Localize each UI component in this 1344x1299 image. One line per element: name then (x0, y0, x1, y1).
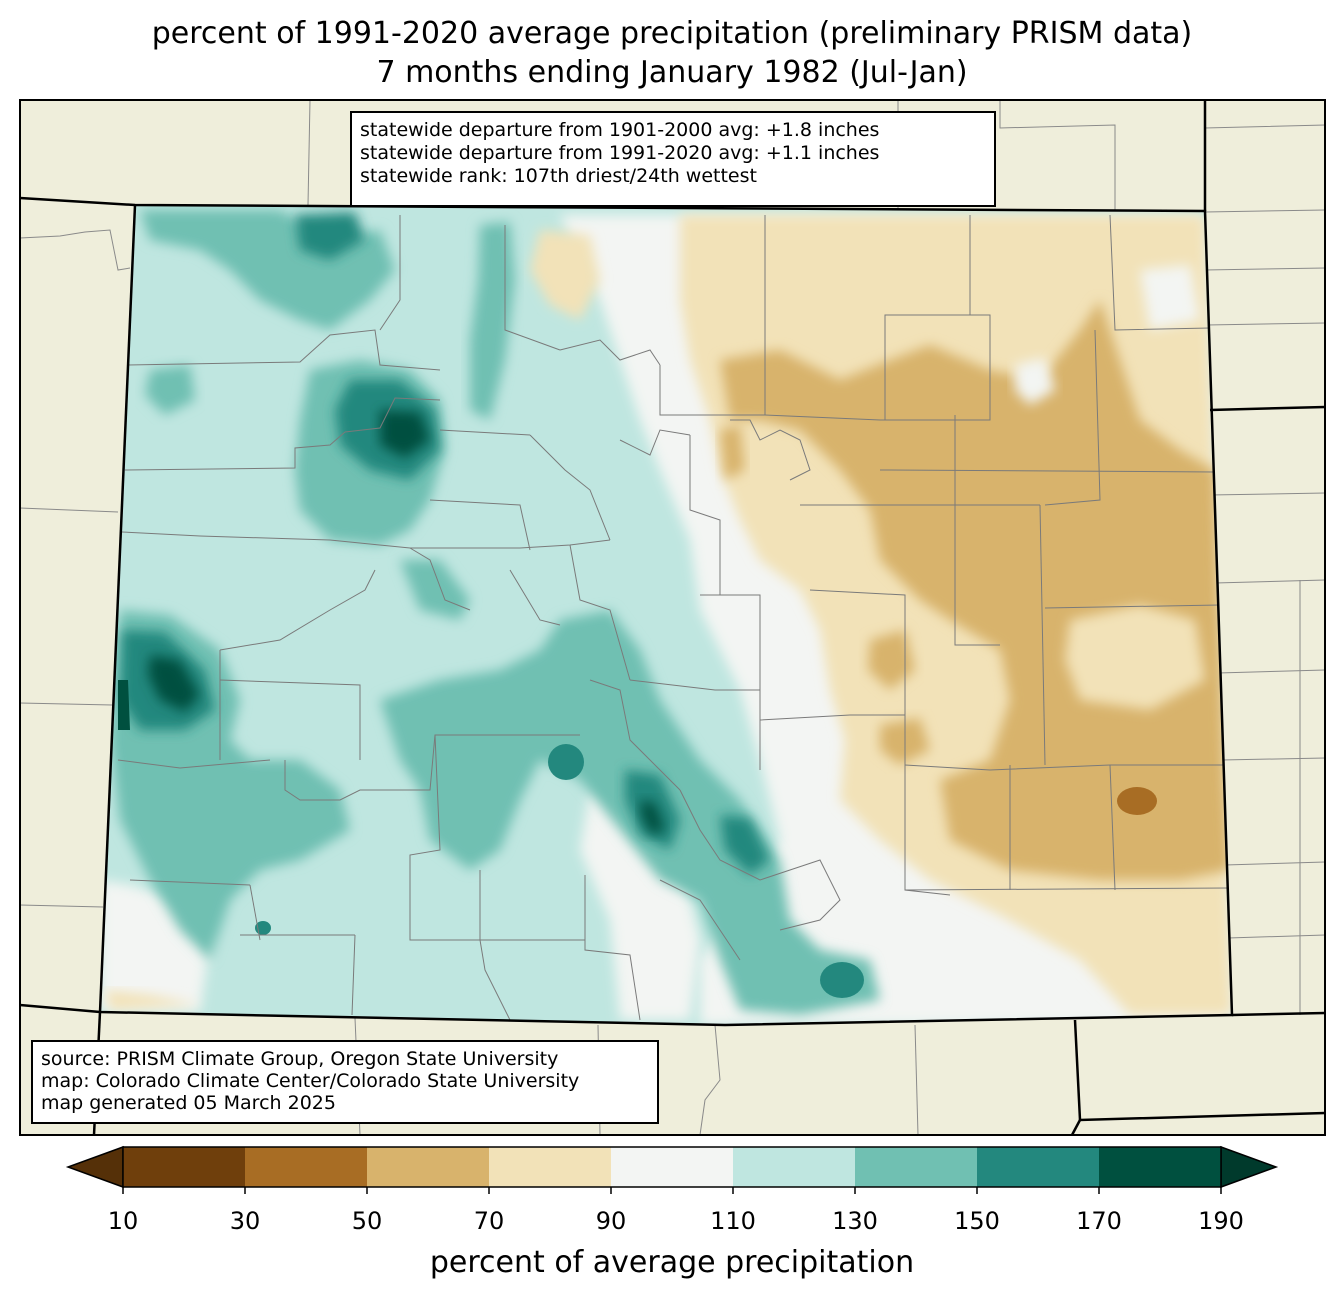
colorbar-tick-label: 150 (954, 1207, 1000, 1235)
precip-zone-70-90 (105, 990, 200, 1010)
generated-date-line: map generated 05 March 2025 (41, 1092, 336, 1114)
colorbar-tick-label: 170 (1076, 1207, 1122, 1235)
colorbar-segment (1099, 1147, 1221, 1187)
stat-departure-1991-2020: statewide departure from 1991-2020 avg: … (360, 142, 880, 164)
stat-departure-1901-2000: statewide departure from 1901-2000 avg: … (360, 119, 880, 141)
source-box: source: PRISM Climate Group, Oregon Stat… (31, 1040, 659, 1124)
colorbar-tick-label: 90 (596, 1207, 627, 1235)
colorbar-tick-label: 110 (710, 1207, 756, 1235)
precip-zone-150-170 (820, 962, 864, 998)
precip-zone-130-150 (380, 610, 880, 1015)
precip-zone-150-170 (548, 744, 584, 780)
colorbar-segment (733, 1147, 855, 1187)
precip-zone-30-50 (1117, 787, 1157, 815)
colorbar-segment (855, 1147, 977, 1187)
precip-zone-50-70 (720, 425, 745, 480)
precip-zone-170-190 (148, 655, 200, 712)
precip-zone-150-170 (295, 212, 365, 260)
colorbar-segment (489, 1147, 611, 1187)
precip-zone-170-190 (118, 680, 130, 730)
colorbar-segment (977, 1147, 1099, 1187)
map-title-line-1: percent of 1991-2020 average precipitati… (151, 16, 1193, 51)
state-borders (19, 100, 1326, 1136)
precip-zone-130-150 (470, 222, 515, 420)
colorbar-segment (367, 1147, 489, 1187)
precip-zone-150-170 (255, 921, 271, 935)
colorbar-title: percent of average precipitation (430, 1245, 914, 1280)
colorado-precip-field (100, 205, 1232, 1025)
precip-zone-90-110 (1140, 265, 1200, 330)
colorbar-tick-label: 190 (1198, 1207, 1244, 1235)
colorbar-tick-label: 130 (832, 1207, 878, 1235)
colorbar-over-extend (1220, 1145, 1279, 1189)
precip-zone-130-150 (400, 560, 470, 620)
precip-zone-50-70 (868, 630, 915, 690)
precip-zone-70-90 (1065, 605, 1205, 710)
colorbar: 10 30 50 70 90 110 130 150 170 190 percent of aver… (65, 1145, 1279, 1280)
colorbar-tick-label: 30 (230, 1207, 261, 1235)
precip-zone-130-150 (145, 365, 195, 415)
colorbar-tick-label: 50 (352, 1207, 383, 1235)
precip-zone-170-190 (640, 800, 665, 835)
map-credit-line: map: Colorado Climate Center/Colorado St… (41, 1070, 580, 1092)
map-frame (19, 99, 1326, 1136)
stat-rank: statewide rank: 107th driest/24th wettes… (360, 165, 757, 187)
county-lines (117, 214, 1231, 1021)
precip-zone-70-90 (530, 230, 600, 320)
precip-zone-90-110 (1015, 358, 1055, 405)
precip-zone-150-170 (720, 815, 770, 875)
statewide-stats-box: statewide departure from 1901-2000 avg: … (350, 111, 996, 207)
colorbar-outline (122, 1146, 1222, 1188)
colorbar-under-extend (65, 1145, 124, 1189)
map-title-line-2: 7 months ending January 1982 (Jul-Jan) (376, 55, 968, 90)
colorbar-tick-label: 70 (474, 1207, 505, 1235)
colorbar-segment (123, 1147, 245, 1187)
precip-zone-170-190 (380, 410, 430, 458)
colorbar-segment (611, 1147, 733, 1187)
colorbar-tick-label: 10 (108, 1207, 139, 1235)
colorbar-segment (245, 1147, 367, 1187)
source-line: source: PRISM Climate Group, Oregon Stat… (41, 1048, 559, 1070)
precip-zone-50-70 (720, 300, 1230, 880)
